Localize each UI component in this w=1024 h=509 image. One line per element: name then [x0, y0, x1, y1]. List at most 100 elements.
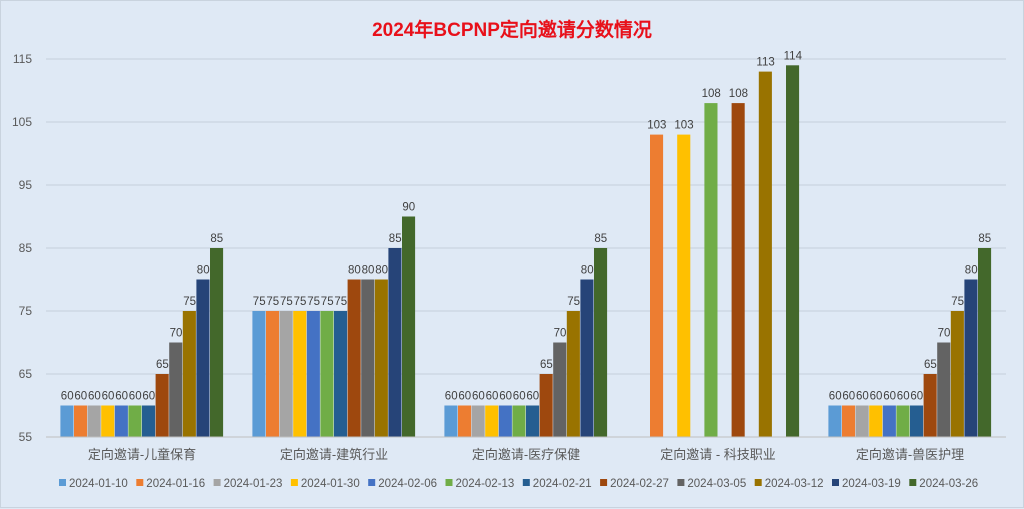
data-label: 75 [334, 296, 347, 308]
bar [196, 279, 210, 437]
bar [731, 103, 745, 437]
data-label: 80 [362, 265, 375, 277]
bar [471, 405, 485, 437]
data-label: 80 [375, 265, 388, 277]
data-label: 75 [951, 296, 964, 308]
bar [594, 248, 608, 437]
data-label: 60 [856, 391, 869, 403]
legend-label: 2024-02-27 [610, 478, 669, 490]
bar [855, 405, 869, 437]
bar [169, 342, 183, 437]
legend-swatch [368, 479, 376, 486]
data-label: 60 [115, 391, 128, 403]
data-label: 60 [513, 391, 526, 403]
legend-label: 2024-03-12 [765, 478, 824, 490]
data-label: 65 [156, 359, 169, 371]
bar [950, 311, 964, 437]
data-label: 80 [965, 265, 978, 277]
legend-swatch [754, 479, 762, 486]
legend-swatch [445, 479, 453, 486]
data-label: 75 [567, 296, 580, 308]
legend-swatch [677, 479, 685, 486]
bar [526, 405, 540, 437]
data-label: 75 [253, 296, 266, 308]
data-label: 85 [389, 233, 402, 245]
bar [964, 279, 978, 437]
legend-label: 2024-03-26 [919, 478, 978, 490]
data-label: 90 [402, 202, 415, 214]
data-label: 70 [554, 328, 567, 340]
y-tick-label: 105 [12, 115, 32, 129]
data-label: 70 [170, 328, 183, 340]
bar [923, 374, 937, 437]
bar [882, 405, 896, 437]
bar [498, 405, 512, 437]
y-tick-label: 65 [19, 367, 33, 381]
data-label: 60 [61, 391, 74, 403]
legend-swatch [59, 479, 66, 486]
category-label: 定向邀请-医疗保健 [472, 447, 580, 462]
legend-label: 2024-02-21 [533, 478, 592, 490]
bar [458, 405, 472, 437]
data-label: 70 [938, 328, 951, 340]
bar [842, 405, 856, 437]
bar [210, 248, 224, 437]
y-tick-label: 85 [19, 241, 33, 255]
bar [101, 405, 115, 437]
bar [374, 279, 388, 437]
data-label: 108 [729, 88, 748, 100]
bar [786, 65, 800, 438]
bar [553, 342, 567, 437]
data-label: 85 [210, 233, 223, 245]
bar [87, 405, 101, 437]
data-label: 60 [842, 391, 855, 403]
data-label: 75 [183, 296, 196, 308]
y-tick-label: 75 [19, 304, 33, 318]
bar [937, 342, 951, 437]
bar [485, 405, 499, 437]
bar [512, 405, 526, 437]
bar [74, 405, 88, 437]
data-label: 60 [142, 391, 155, 403]
bar [896, 405, 910, 437]
bar [279, 311, 293, 437]
data-label: 103 [647, 120, 666, 132]
legend-swatch [832, 479, 839, 486]
y-tick-label: 95 [19, 178, 33, 192]
legend-label: 2024-03-05 [687, 478, 746, 490]
legend-label: 2024-02-06 [378, 478, 437, 490]
bar [128, 405, 142, 437]
bar [155, 374, 169, 437]
data-label: 60 [829, 391, 842, 403]
bar [347, 279, 361, 437]
data-label: 75 [307, 296, 320, 308]
bar [252, 311, 266, 437]
data-label: 60 [102, 391, 115, 403]
data-label: 75 [266, 296, 279, 308]
data-label: 60 [472, 391, 485, 403]
bar [402, 216, 416, 437]
data-label: 60 [129, 391, 142, 403]
bar [334, 311, 348, 437]
bar [704, 103, 718, 437]
data-label: 60 [910, 391, 923, 403]
chart-title: 2024年BCPNP定向邀请分数情况 [372, 20, 652, 41]
legend-label: 2024-01-23 [224, 478, 283, 490]
data-label: 75 [294, 296, 307, 308]
bar [650, 134, 664, 437]
bar [828, 405, 842, 437]
category-label: 定向邀请 - 科技职业 [660, 447, 776, 462]
bar [677, 134, 691, 437]
bar [566, 311, 580, 437]
bar [142, 405, 156, 437]
data-label: 60 [74, 391, 87, 403]
bar [580, 279, 594, 437]
bar [320, 311, 334, 437]
data-label: 60 [445, 391, 458, 403]
bar [910, 405, 924, 437]
data-label: 60 [499, 391, 512, 403]
bar [266, 311, 280, 437]
data-label: 60 [526, 391, 539, 403]
